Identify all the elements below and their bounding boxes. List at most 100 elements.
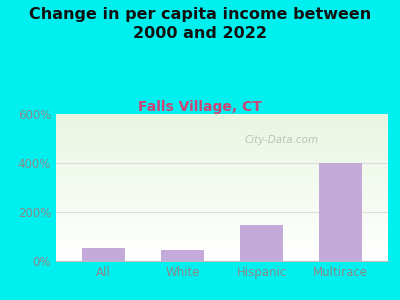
Bar bbox=[56, 254, 388, 255]
Bar bbox=[56, 209, 388, 210]
Bar bbox=[56, 219, 388, 220]
Bar bbox=[56, 226, 388, 227]
Bar bbox=[56, 183, 388, 184]
Bar bbox=[56, 171, 388, 172]
Text: Change in per capita income between
2000 and 2022: Change in per capita income between 2000… bbox=[29, 8, 371, 41]
Bar bbox=[56, 257, 388, 258]
Bar bbox=[56, 155, 388, 156]
Bar bbox=[56, 167, 388, 168]
Bar bbox=[56, 250, 388, 251]
Bar bbox=[56, 161, 388, 162]
Bar bbox=[56, 146, 388, 147]
Bar bbox=[56, 230, 388, 231]
Bar bbox=[56, 121, 388, 122]
Bar bbox=[56, 120, 388, 121]
Bar bbox=[56, 259, 388, 260]
Bar bbox=[56, 243, 388, 244]
Bar bbox=[56, 251, 388, 252]
Bar bbox=[56, 238, 388, 239]
Bar bbox=[56, 248, 388, 249]
Bar bbox=[56, 177, 388, 178]
Bar bbox=[56, 224, 388, 225]
Bar bbox=[56, 124, 388, 125]
Bar bbox=[56, 168, 388, 169]
Bar bbox=[56, 169, 388, 170]
Bar bbox=[56, 218, 388, 219]
Bar bbox=[56, 133, 388, 134]
Bar bbox=[56, 201, 388, 202]
Bar bbox=[56, 200, 388, 201]
Bar bbox=[56, 145, 388, 146]
Bar bbox=[56, 175, 388, 176]
Bar bbox=[56, 150, 388, 151]
Bar bbox=[56, 239, 388, 240]
Text: City-Data.com: City-Data.com bbox=[245, 136, 319, 146]
Bar bbox=[56, 215, 388, 216]
Bar bbox=[56, 164, 388, 165]
Bar bbox=[56, 136, 388, 137]
Bar bbox=[56, 213, 388, 214]
Bar bbox=[56, 147, 388, 148]
Bar bbox=[56, 118, 388, 119]
Bar bbox=[56, 132, 388, 133]
Bar bbox=[56, 143, 388, 144]
Bar bbox=[56, 185, 388, 186]
Bar bbox=[56, 123, 388, 124]
Bar bbox=[56, 225, 388, 226]
Bar bbox=[56, 193, 388, 194]
Bar bbox=[56, 174, 388, 175]
Bar bbox=[56, 142, 388, 143]
Bar bbox=[56, 256, 388, 257]
Bar bbox=[56, 252, 388, 253]
Bar bbox=[56, 194, 388, 195]
Bar bbox=[56, 182, 388, 183]
Bar bbox=[56, 227, 388, 228]
Bar bbox=[56, 237, 388, 238]
Bar bbox=[56, 235, 388, 236]
Bar bbox=[56, 199, 388, 200]
Bar bbox=[161, 250, 204, 261]
Bar bbox=[56, 249, 388, 250]
Bar bbox=[56, 180, 388, 181]
Text: Falls Village, CT: Falls Village, CT bbox=[138, 100, 262, 115]
Bar bbox=[56, 195, 388, 196]
Bar bbox=[56, 205, 388, 206]
Bar bbox=[56, 220, 388, 221]
Bar bbox=[56, 181, 388, 182]
Bar bbox=[56, 217, 388, 218]
Bar bbox=[56, 160, 388, 161]
Bar bbox=[56, 184, 388, 185]
Bar bbox=[56, 258, 388, 259]
Bar bbox=[56, 196, 388, 197]
Bar bbox=[56, 234, 388, 235]
Bar bbox=[56, 137, 388, 138]
Bar bbox=[56, 233, 388, 234]
Bar bbox=[56, 179, 388, 180]
Bar bbox=[56, 207, 388, 208]
Bar bbox=[82, 248, 125, 261]
Bar bbox=[56, 232, 388, 233]
Bar bbox=[56, 176, 388, 177]
Bar bbox=[56, 236, 388, 237]
Bar bbox=[56, 165, 388, 166]
Bar bbox=[56, 190, 388, 191]
Bar bbox=[56, 128, 388, 129]
Bar bbox=[56, 241, 388, 242]
Bar bbox=[56, 153, 388, 154]
Bar bbox=[56, 140, 388, 141]
Bar bbox=[56, 139, 388, 140]
Bar bbox=[56, 114, 388, 115]
Bar bbox=[56, 191, 388, 192]
Bar bbox=[56, 162, 388, 163]
Bar bbox=[56, 172, 388, 173]
Bar bbox=[56, 188, 388, 189]
Bar bbox=[56, 245, 388, 246]
Bar bbox=[56, 173, 388, 174]
Bar bbox=[56, 144, 388, 145]
Bar bbox=[240, 226, 283, 261]
Bar bbox=[56, 253, 388, 254]
Bar bbox=[56, 192, 388, 193]
Bar bbox=[56, 115, 388, 116]
Bar bbox=[56, 129, 388, 130]
Bar bbox=[56, 148, 388, 149]
